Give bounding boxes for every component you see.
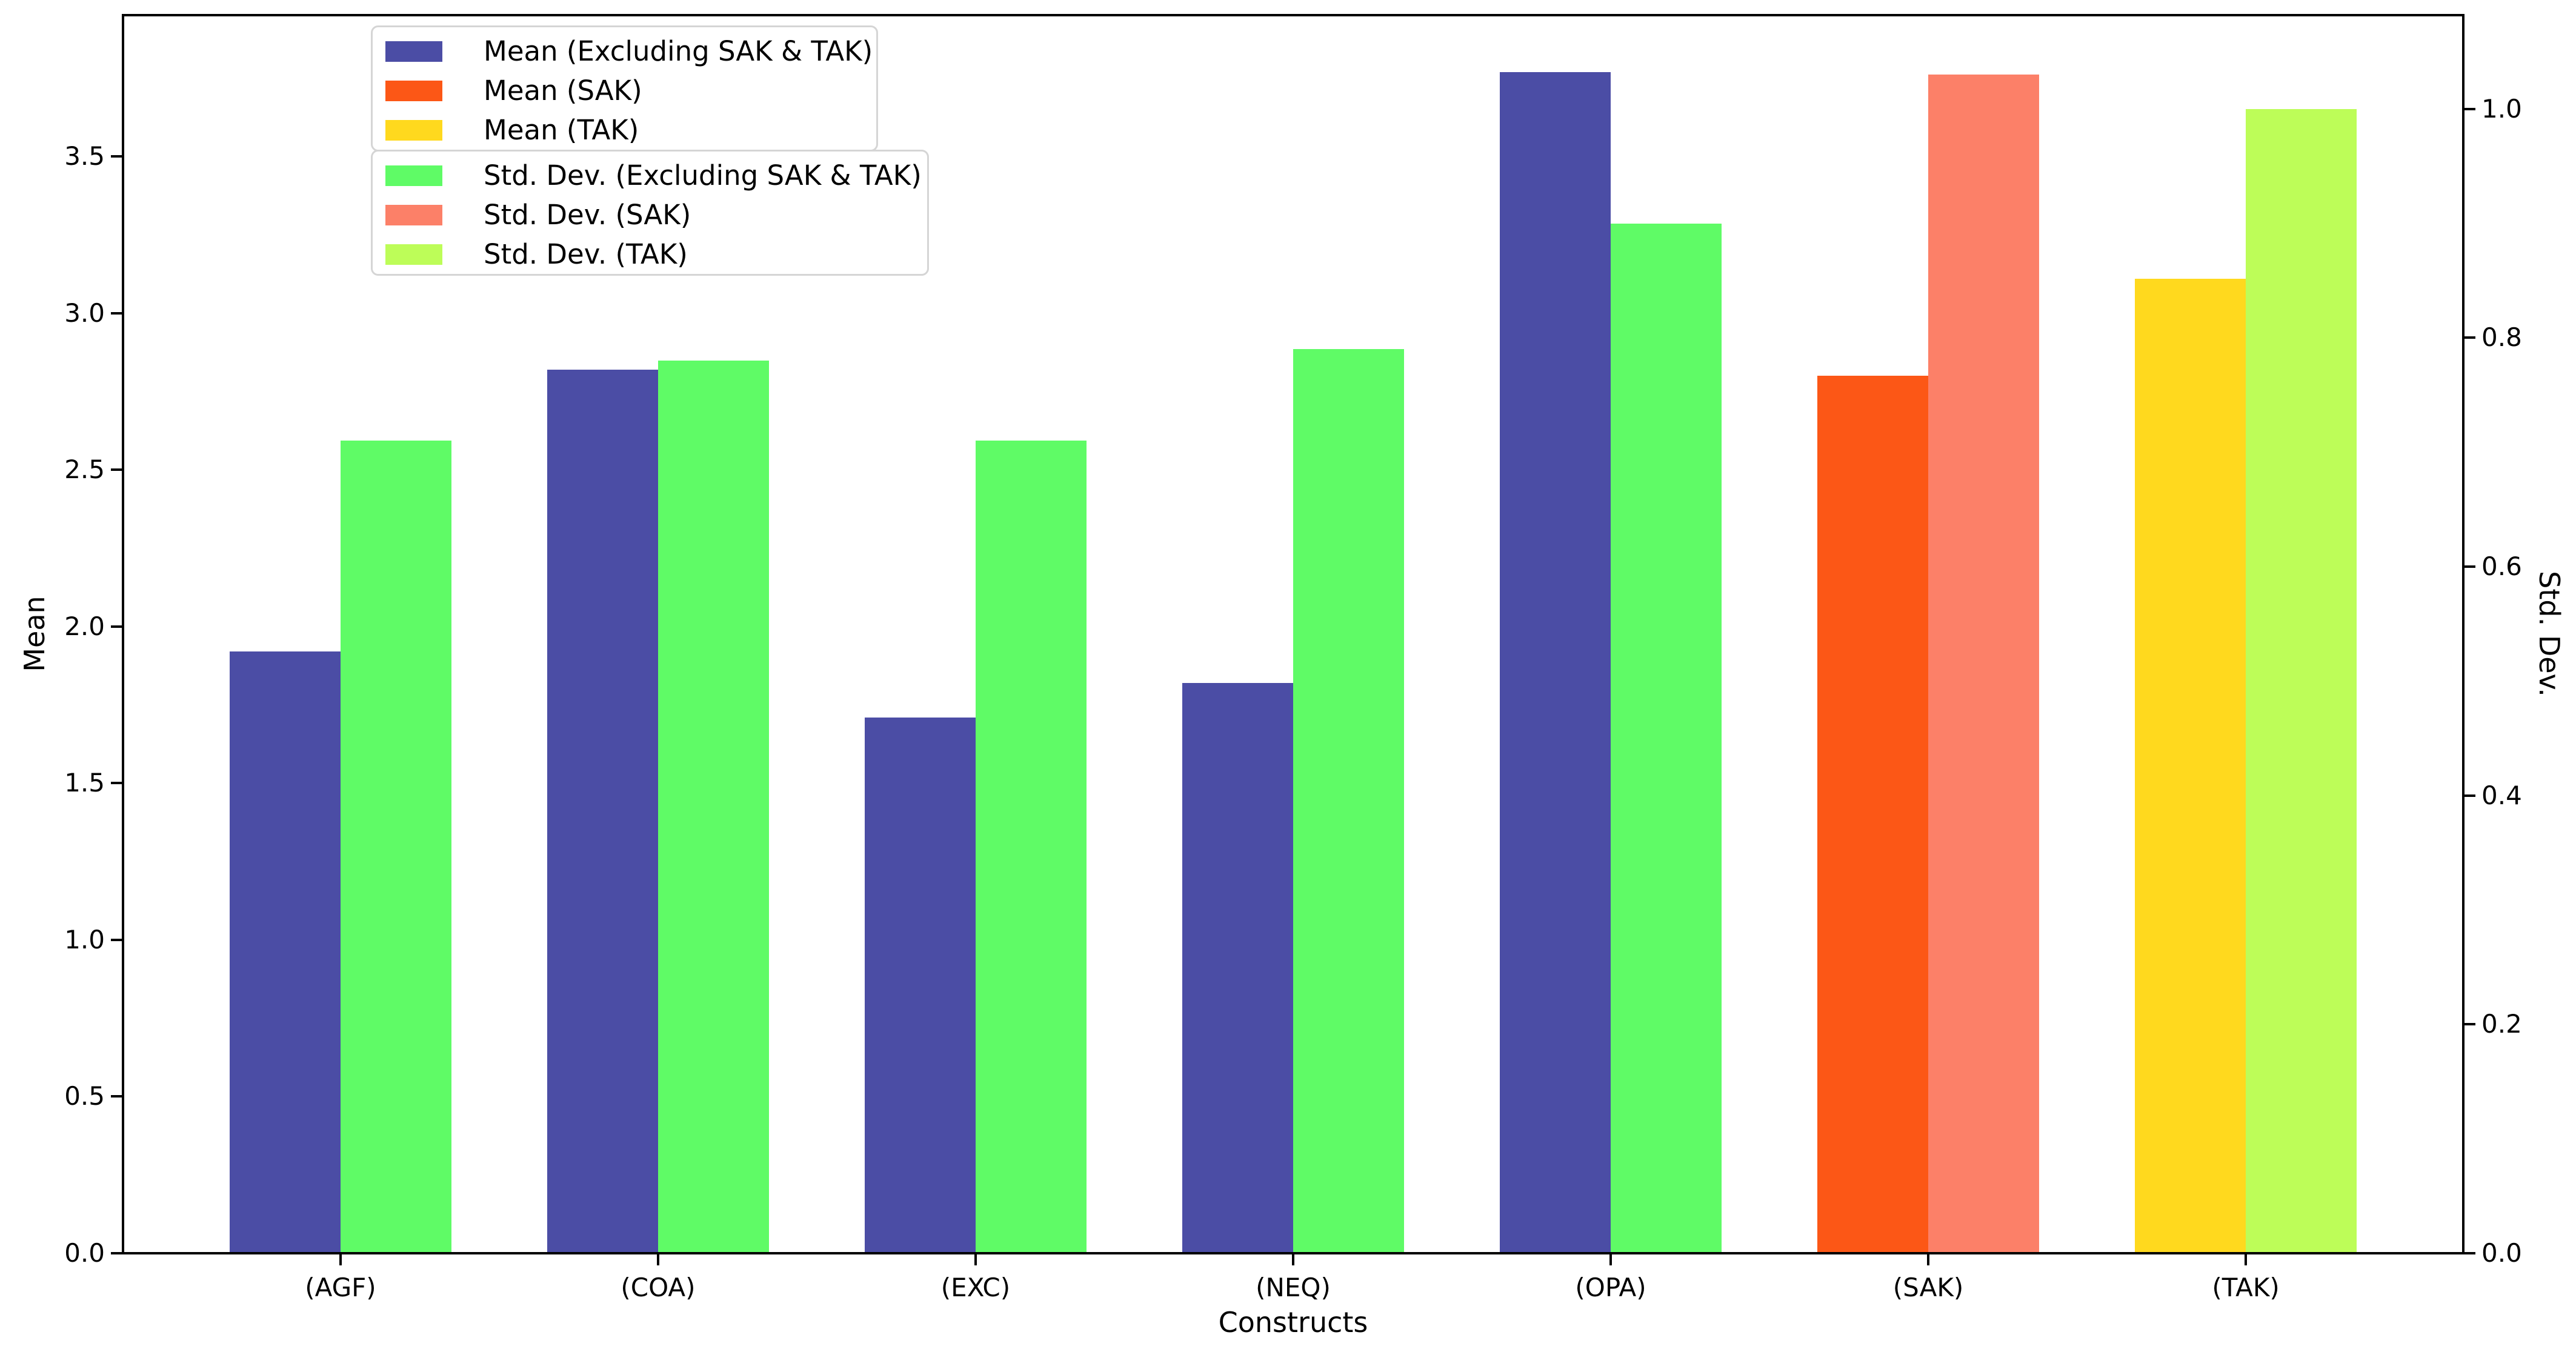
left-tick-0.0 <box>111 1252 122 1254</box>
left-tick-label-0.5: 0.5 <box>64 1081 105 1111</box>
legend-mean: Mean (Excluding SAK & TAK) Mean (SAK) Mean… <box>371 25 878 152</box>
legend-swatch-std-dev-excluding-sak-tak <box>385 165 442 186</box>
legend-row-std-dev-excluding-sak-tak: Std. Dev. (Excluding SAK & TAK) <box>385 156 922 195</box>
left-tick-1.5 <box>111 782 122 785</box>
bar-std-dev-tak <box>2246 108 2357 1253</box>
right-tick-1.0 <box>2465 107 2475 110</box>
legend-label-mean-sak: Mean (SAK) <box>484 75 642 107</box>
x-tick-label-tak: (TAK) <box>2212 1273 2280 1302</box>
x-tick-sak <box>1927 1254 1930 1265</box>
left-tick-1.0 <box>111 938 122 941</box>
bar-mean-sak <box>1817 376 1929 1253</box>
x-tick-label-exc: (EXC) <box>940 1273 1011 1302</box>
x-tick-label-sak: (SAK) <box>1892 1273 1964 1302</box>
bar-std-dev-sak <box>1928 75 2040 1253</box>
legend-swatch-mean-sak <box>385 80 442 101</box>
bar-mean-opa <box>1499 72 1611 1253</box>
legend-swatch-std-dev-tak <box>385 244 442 265</box>
x-tick-exc <box>974 1254 977 1265</box>
left-tick-3.5 <box>111 155 122 158</box>
right-tick-0.2 <box>2465 1023 2475 1026</box>
x-tick-coa <box>656 1254 659 1265</box>
legend-label-mean-excluding-sak-tak: Mean (Excluding SAK & TAK) <box>484 35 873 67</box>
right-tick-0.0 <box>2465 1252 2475 1254</box>
legend-label-std-dev-tak: Std. Dev. (TAK) <box>484 238 688 270</box>
x-tick-agf <box>339 1254 342 1265</box>
left-tick-label-2.0: 2.0 <box>64 611 105 641</box>
bar-mean-tak <box>2134 278 2246 1253</box>
right-tick-0.6 <box>2465 565 2475 568</box>
left-tick-label-2.5: 2.5 <box>64 455 105 485</box>
right-tick-0.8 <box>2465 336 2475 339</box>
legend-swatch-mean-tak <box>385 119 442 141</box>
left-tick-0.5 <box>111 1095 122 1098</box>
legend-std: Std. Dev. (Excluding SAK & TAK) Std. Dev.… <box>371 150 929 276</box>
x-tick-label-coa: (COA) <box>621 1273 696 1302</box>
right-tick-label-0.4: 0.4 <box>2481 780 2522 810</box>
bar-std-dev-exc <box>975 441 1087 1253</box>
left-tick-2.5 <box>111 468 122 471</box>
bar-std-dev-coa <box>657 361 770 1253</box>
right-tick-label-1.0: 1.0 <box>2481 93 2522 124</box>
legend-swatch-std-dev-sak <box>385 204 442 225</box>
bar-mean-exc <box>864 717 976 1253</box>
left-tick-3.0 <box>111 311 122 315</box>
legend-row-std-dev-sak: Std. Dev. (SAK) <box>385 195 915 235</box>
legend-label-std-dev-excluding-sak-tak: Std. Dev. (Excluding SAK & TAK) <box>484 159 922 192</box>
plot-area <box>123 15 2463 1253</box>
right-y-axis-label: Std. Dev. <box>2533 571 2566 697</box>
bar-std-dev-neq <box>1293 349 1405 1253</box>
bar-std-dev-opa <box>1611 223 1722 1253</box>
x-tick-label-neq: (NEQ) <box>1256 1273 1331 1302</box>
bar-mean-agf <box>229 651 341 1253</box>
right-spine <box>2462 14 2465 1254</box>
left-y-axis-label: Mean <box>18 596 51 672</box>
legend-label-std-dev-sak: Std. Dev. (SAK) <box>484 199 691 231</box>
left-tick-label-1.0: 1.0 <box>64 924 105 954</box>
left-tick-label-0.0: 0.0 <box>64 1238 105 1268</box>
left-tick-label-1.5: 1.5 <box>64 768 105 798</box>
x-tick-label-opa: (OPA) <box>1575 1273 1646 1302</box>
right-tick-0.4 <box>2465 794 2475 797</box>
left-tick-label-3.0: 3.0 <box>64 298 105 328</box>
left-spine <box>122 14 124 1254</box>
right-tick-label-0.8: 0.8 <box>2481 322 2522 353</box>
bar-mean-coa <box>547 369 658 1253</box>
x-tick-neq <box>1292 1254 1294 1265</box>
legend-label-mean-tak: Mean (TAK) <box>484 114 639 146</box>
bottom-spine <box>122 1252 2465 1254</box>
right-tick-label-0.0: 0.0 <box>2481 1238 2522 1268</box>
bar-mean-neq <box>1182 682 1293 1253</box>
legend-row-mean-tak: Mean (TAK) <box>385 110 864 150</box>
left-tick-2.0 <box>111 625 122 628</box>
legend-row-std-dev-tak: Std. Dev. (TAK) <box>385 235 915 274</box>
top-spine <box>122 14 2465 16</box>
right-tick-label-0.6: 0.6 <box>2481 551 2522 582</box>
legend-swatch-mean-excluding-sak-tak <box>385 41 442 62</box>
x-tick-opa <box>1609 1254 1612 1265</box>
bar-std-dev-agf <box>340 441 452 1253</box>
legend-row-mean-sak: Mean (SAK) <box>385 71 864 110</box>
right-tick-label-0.2: 0.2 <box>2481 1009 2522 1039</box>
legend-row-mean-excluding-sak-tak: Mean (Excluding SAK & TAK) <box>385 32 873 71</box>
x-tick-tak <box>2245 1254 2248 1265</box>
left-tick-label-3.5: 3.5 <box>64 141 105 172</box>
x-tick-label-agf: (AGF) <box>305 1273 376 1302</box>
x-axis-label: Constructs <box>1218 1306 1368 1339</box>
